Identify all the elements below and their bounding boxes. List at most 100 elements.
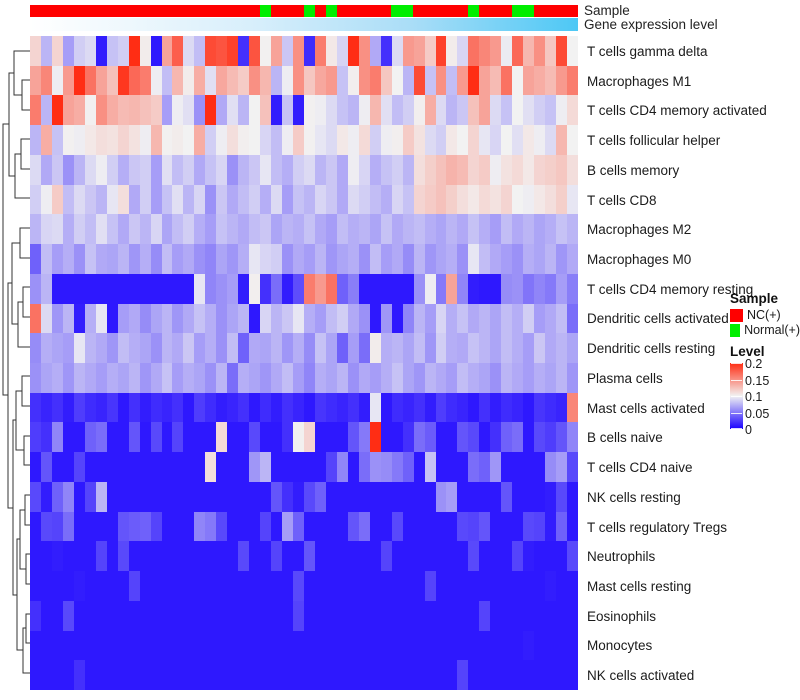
heatmap-cell[interactable] <box>380 125 392 155</box>
heatmap-cell[interactable] <box>512 452 524 482</box>
heatmap-cell[interactable] <box>358 125 370 155</box>
heatmap-cell[interactable] <box>457 630 469 661</box>
heatmap-cell[interactable] <box>271 362 283 393</box>
heatmap-cell[interactable] <box>293 36 304 66</box>
heatmap-cell[interactable] <box>62 362 74 393</box>
heatmap-cell[interactable] <box>183 95 195 126</box>
heatmap-cell[interactable] <box>62 244 74 274</box>
heatmap-cell[interactable] <box>106 214 118 245</box>
heatmap-cell[interactable] <box>534 95 546 126</box>
heatmap-cell[interactable] <box>490 65 502 96</box>
heatmap-cell[interactable] <box>314 125 326 155</box>
heatmap-cell[interactable] <box>227 660 239 690</box>
heatmap-cell[interactable] <box>293 422 304 453</box>
heatmap-cell[interactable] <box>435 571 447 601</box>
heatmap-cell[interactable] <box>95 362 107 393</box>
heatmap-cell[interactable] <box>128 154 140 185</box>
heatmap-cell[interactable] <box>172 95 184 126</box>
heatmap-cell[interactable] <box>282 481 294 512</box>
heatmap-cell[interactable] <box>216 125 228 155</box>
heatmap-cell[interactable] <box>205 214 217 245</box>
heatmap-cell[interactable] <box>314 362 326 393</box>
heatmap-cell[interactable] <box>282 541 294 572</box>
heatmap-cell[interactable] <box>117 95 129 126</box>
heatmap-cell[interactable] <box>161 303 173 334</box>
heatmap-cell[interactable] <box>51 65 63 96</box>
heatmap-cell[interactable] <box>369 214 381 245</box>
heatmap-cell[interactable] <box>468 36 480 66</box>
heatmap-cell[interactable] <box>413 65 425 96</box>
heatmap-cell[interactable] <box>435 630 447 661</box>
heatmap-cell[interactable] <box>117 184 129 215</box>
heatmap-cell[interactable] <box>271 541 283 572</box>
heatmap-cell[interactable] <box>51 571 63 601</box>
heatmap-cell[interactable] <box>216 392 228 423</box>
heatmap-cell[interactable] <box>567 422 578 453</box>
heatmap-cell[interactable] <box>391 273 403 304</box>
heatmap-cell[interactable] <box>172 600 184 631</box>
heatmap-cell[interactable] <box>402 541 414 572</box>
heatmap-cell[interactable] <box>523 422 535 453</box>
heatmap-cell[interactable] <box>358 184 370 215</box>
heatmap-cell[interactable] <box>347 214 359 245</box>
heatmap-cell[interactable] <box>40 481 52 512</box>
heatmap-cell[interactable] <box>424 452 436 482</box>
heatmap-cell[interactable] <box>205 571 217 601</box>
heatmap-cell[interactable] <box>106 422 118 453</box>
heatmap-cell[interactable] <box>128 65 140 96</box>
heatmap-cell[interactable] <box>249 65 261 96</box>
heatmap-cell[interactable] <box>468 511 480 542</box>
heatmap-cell[interactable] <box>545 36 557 66</box>
heatmap-cell[interactable] <box>139 362 151 393</box>
heatmap-cell[interactable] <box>380 392 392 423</box>
heatmap-cell[interactable] <box>139 571 151 601</box>
heatmap-cell[interactable] <box>84 600 96 631</box>
heatmap-cell[interactable] <box>40 600 52 631</box>
heatmap-cell[interactable] <box>534 125 546 155</box>
heatmap-cell[interactable] <box>161 422 173 453</box>
heatmap-cell[interactable] <box>556 392 568 423</box>
heatmap-cell[interactable] <box>468 154 480 185</box>
heatmap-cell[interactable] <box>567 273 578 304</box>
heatmap-cell[interactable] <box>446 660 458 690</box>
heatmap-cell[interactable] <box>293 244 304 274</box>
heatmap-cell[interactable] <box>446 422 458 453</box>
heatmap-cell[interactable] <box>534 273 546 304</box>
heatmap-cell[interactable] <box>424 600 436 631</box>
heatmap-cell[interactable] <box>183 571 195 601</box>
heatmap-cell[interactable] <box>30 481 41 512</box>
heatmap-cell[interactable] <box>249 333 261 363</box>
heatmap-cell[interactable] <box>73 541 85 572</box>
heatmap-cell[interactable] <box>369 481 381 512</box>
heatmap-cell[interactable] <box>271 95 283 126</box>
heatmap-cell[interactable] <box>523 571 535 601</box>
heatmap-cell[interactable] <box>150 452 162 482</box>
heatmap-cell[interactable] <box>205 481 217 512</box>
heatmap-cell[interactable] <box>150 541 162 572</box>
heatmap-cell[interactable] <box>260 184 272 215</box>
heatmap-cell[interactable] <box>369 630 381 661</box>
heatmap-cell[interactable] <box>369 511 381 542</box>
heatmap-cell[interactable] <box>347 452 359 482</box>
heatmap-cell[interactable] <box>183 452 195 482</box>
heatmap-cell[interactable] <box>84 333 96 363</box>
heatmap-cell[interactable] <box>336 511 348 542</box>
heatmap-cell[interactable] <box>128 541 140 572</box>
heatmap-cell[interactable] <box>402 481 414 512</box>
heatmap-cell[interactable] <box>194 422 206 453</box>
heatmap-cell[interactable] <box>457 511 469 542</box>
heatmap-cell[interactable] <box>183 600 195 631</box>
heatmap-cell[interactable] <box>304 333 315 363</box>
heatmap-cell[interactable] <box>106 600 118 631</box>
heatmap-cell[interactable] <box>40 95 52 126</box>
heatmap-cell[interactable] <box>369 333 381 363</box>
heatmap-cell[interactable] <box>30 571 41 601</box>
heatmap-cell[interactable] <box>205 511 217 542</box>
heatmap-cell[interactable] <box>314 600 326 631</box>
heatmap-cell[interactable] <box>358 422 370 453</box>
heatmap-cell[interactable] <box>402 303 414 334</box>
heatmap-cell[interactable] <box>325 511 337 542</box>
heatmap-cell[interactable] <box>249 362 261 393</box>
heatmap-cell[interactable] <box>161 600 173 631</box>
heatmap-cell[interactable] <box>523 214 535 245</box>
